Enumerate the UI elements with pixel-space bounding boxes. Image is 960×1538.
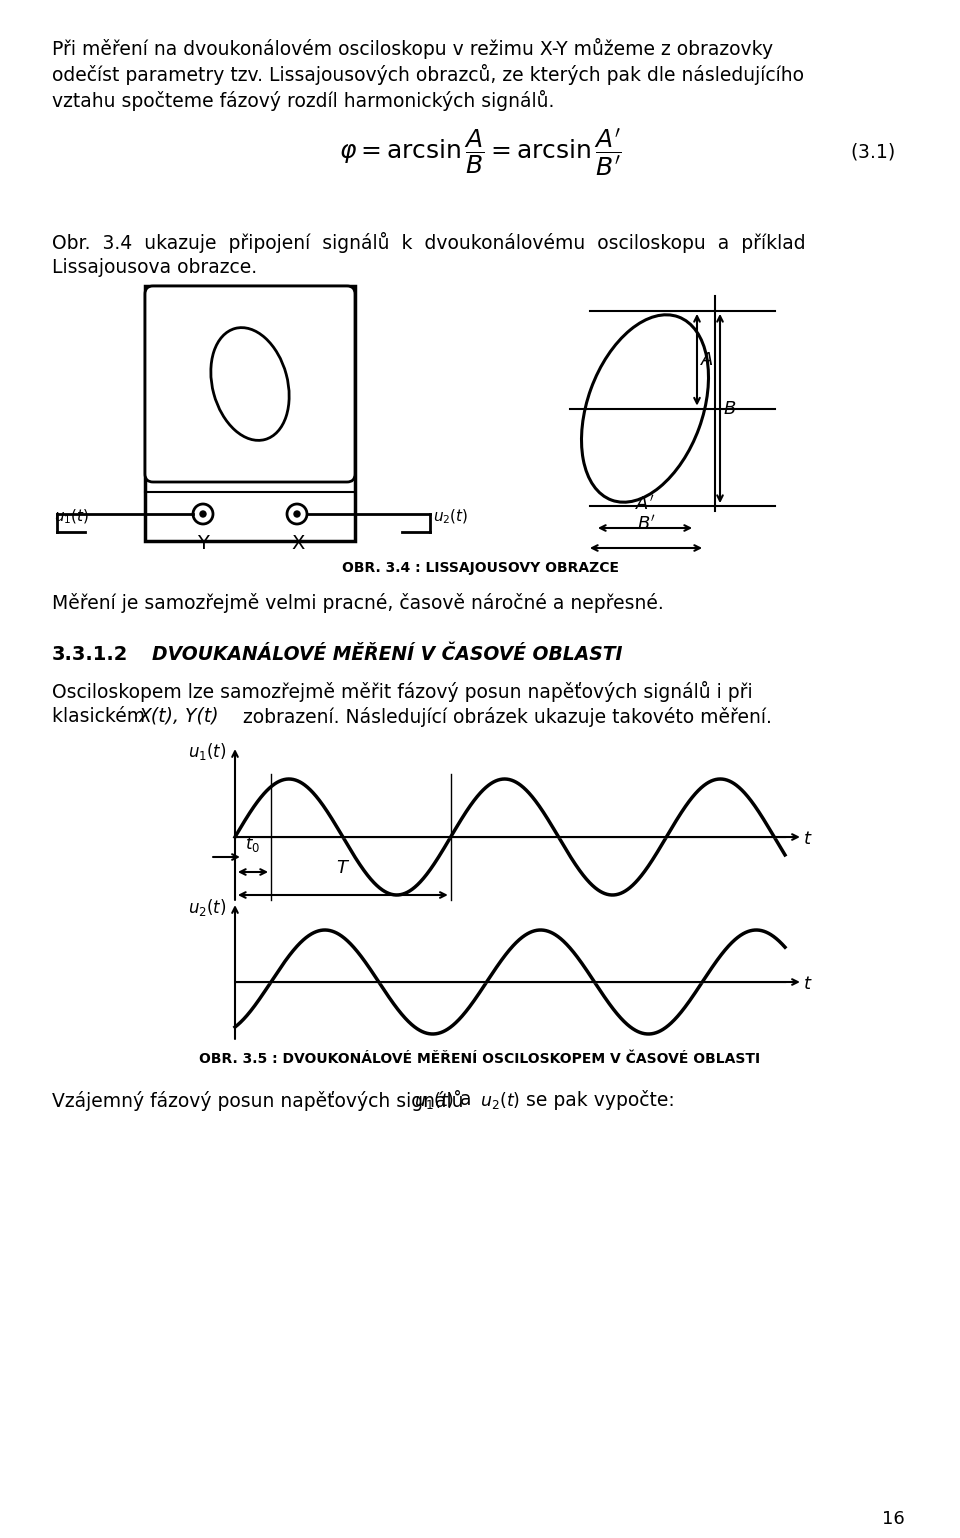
Text: $u_1(t)$: $u_1(t)$ (188, 740, 227, 761)
Text: $t$: $t$ (803, 831, 812, 847)
Text: Měření je samozřejmě velmi pracné, časově náročné a nepřesné.: Měření je samozřejmě velmi pracné, časov… (52, 594, 663, 614)
Circle shape (200, 511, 206, 517)
Text: Lissajousova obrazce.: Lissajousova obrazce. (52, 258, 257, 277)
Text: Vzájemný fázový posun napěťových signálů: Vzájemný fázový posun napěťových signálů (52, 1090, 469, 1110)
Text: $A'$: $A'$ (636, 495, 655, 514)
Text: Y: Y (197, 534, 209, 554)
Text: zobrazení. Následující obrázek ukazuje takovéto měření.: zobrazení. Následující obrázek ukazuje t… (237, 707, 772, 727)
Text: klasickém: klasickém (52, 707, 151, 726)
Text: $(3.1)$: $(3.1)$ (851, 141, 895, 163)
Text: $u_2(t)$: $u_2(t)$ (480, 1090, 520, 1110)
Text: Obr.  3.4  ukazuje  připojení  signálů  k  dvoukonálovému  osciloskopu  a  příkl: Obr. 3.4 ukazuje připojení signálů k dvo… (52, 232, 805, 252)
Text: $u_1(t)$: $u_1(t)$ (414, 1090, 454, 1110)
Text: Osciloskopem lze samozřejmě měřit fázový posun napěťových signálů i při: Osciloskopem lze samozřejmě měřit fázový… (52, 681, 753, 701)
Text: $B'$: $B'$ (636, 515, 656, 534)
Text: $u_1(t)$: $u_1(t)$ (54, 508, 89, 526)
Ellipse shape (582, 315, 708, 503)
Text: se pak vypočte:: se pak vypočte: (520, 1090, 675, 1110)
Text: odečíst parametry tzv. Lissajousových obrazců, ze kterých pak dle následujícího: odečíst parametry tzv. Lissajousových ob… (52, 65, 804, 85)
Circle shape (294, 511, 300, 517)
Text: $T$: $T$ (336, 860, 350, 877)
Text: 16: 16 (882, 1510, 905, 1527)
Text: $t$: $t$ (803, 975, 812, 994)
FancyBboxPatch shape (145, 286, 355, 541)
Text: OBR. 3.5 : DVOUKONÁLOVÉ MĚŘENÍ OSCILOSKOPEM V ČASOVÉ OBLASTI: OBR. 3.5 : DVOUKONÁLOVÉ MĚŘENÍ OSCILOSKO… (200, 1052, 760, 1066)
Ellipse shape (211, 328, 289, 440)
Circle shape (193, 504, 213, 524)
Text: $u_2(t)$: $u_2(t)$ (433, 508, 468, 526)
Text: A: A (701, 351, 713, 369)
Text: Při měření na dvoukonálovém osciloskopu v režimu X-Y můžeme z obrazovky: Při měření na dvoukonálovém osciloskopu … (52, 38, 773, 58)
Text: $\varphi = \arcsin\dfrac{A}{B} = \arcsin\dfrac{A^{\prime}}{B^{\prime}}$: $\varphi = \arcsin\dfrac{A}{B} = \arcsin… (339, 126, 621, 178)
FancyBboxPatch shape (145, 286, 355, 481)
Text: a: a (454, 1090, 477, 1109)
Text: 3.3.1.2: 3.3.1.2 (52, 644, 129, 664)
Text: $u_2(t)$: $u_2(t)$ (188, 898, 227, 918)
Text: OBR. 3.4 : LISSAJOUSOVY OBRAZCE: OBR. 3.4 : LISSAJOUSOVY OBRAZCE (342, 561, 618, 575)
Text: vztahu spočteme fázový rozdíl harmonických signálů.: vztahu spočteme fázový rozdíl harmonický… (52, 91, 554, 111)
Text: B: B (724, 400, 736, 417)
Circle shape (287, 504, 307, 524)
Text: X: X (291, 534, 304, 554)
Text: $t_0$: $t_0$ (246, 834, 260, 854)
Text: X(t), Y(t): X(t), Y(t) (139, 707, 220, 726)
Text: DVOUKANÁLOVÉ MĚŘENÍ V ČASOVÉ OBLASTI: DVOUKANÁLOVÉ MĚŘENÍ V ČASOVÉ OBLASTI (152, 644, 622, 664)
